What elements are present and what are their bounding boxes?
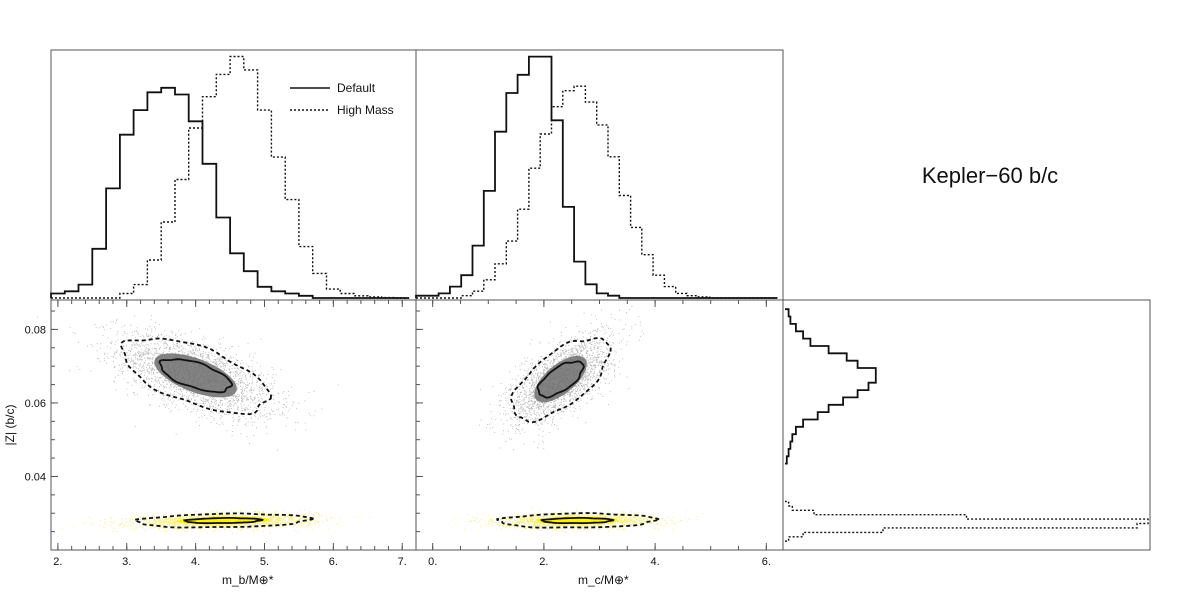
- hist-mc-high-mass: [416, 85, 778, 299]
- y-ticks-label: 0.04: [25, 471, 46, 483]
- legend-label-high-mass: High Mass: [337, 103, 394, 117]
- x-axis-label-mb: m_b/M⊕*: [222, 573, 274, 587]
- frame-right: [782, 299, 1151, 551]
- x-ticks-mc: 0. 2. 4. 6.: [428, 300, 771, 568]
- y-ticks-mc: [416, 310, 423, 551]
- cloud-mb-default-contour-68: [158, 358, 234, 394]
- x-ticks-mb: 2. 3. 4. 5. 6. 7.: [53, 300, 407, 568]
- panel-bottom-left: 2. 3. 4. 5. 6. 7. 0.04 0.06 0.08: [25, 299, 417, 568]
- frame-top-middle: [415, 49, 784, 301]
- hist-mb-default: [50, 86, 410, 299]
- cloud-mb-high-mass-contour-95: [133, 512, 315, 529]
- legend: Default High Mass: [290, 81, 394, 117]
- y-ticks-label: 0.08: [25, 324, 46, 336]
- legend-label-default: Default: [337, 81, 376, 95]
- hist-z-high-mass: [785, 500, 1149, 542]
- panel-right: [782, 299, 1151, 551]
- x-ticks-mc-label: 2.: [539, 556, 548, 568]
- x-ticks-mb-label: 4.: [191, 556, 200, 568]
- x-ticks-mb-label: 7.: [398, 556, 407, 568]
- cloud-mc-default-core: [534, 355, 587, 403]
- x-ticks-mb-label: 5.: [260, 556, 269, 568]
- cloud-mc-default-contour-68: [536, 360, 585, 399]
- panel-bottom-middle: 0. 2. 4. 6.: [415, 299, 784, 568]
- hist-mc-default: [415, 55, 778, 299]
- cloud-mc-high-mass-scatter: [451, 506, 704, 533]
- cloud-mb-default-contour-95: [120, 337, 272, 416]
- y-axis-label: |Z| (b/c): [3, 405, 17, 446]
- cloud-mc-high-mass-contour-95: [496, 512, 660, 529]
- figure-title: Kepler−60 b/c: [922, 163, 1058, 188]
- hist-mb-high-mass: [51, 55, 410, 299]
- hist-z-default: [785, 308, 877, 465]
- cloud-mb-high-mass-contour-68: [183, 517, 264, 525]
- x-ticks-mc-label: 0.: [428, 556, 437, 568]
- cloud-mc-default-contour-95: [510, 336, 612, 424]
- panel-top-middle: [415, 49, 784, 301]
- x-ticks-mb-label: 3.: [122, 556, 131, 568]
- x-axis-label-mc: m_c/M⊕*: [578, 573, 629, 587]
- x-ticks-mc-label: 4.: [651, 556, 660, 568]
- cloud-mc-high-mass-points: [451, 506, 704, 533]
- y-ticks: 0.04 0.06 0.08: [25, 310, 58, 551]
- x-ticks-mb-label: 2.: [53, 556, 62, 568]
- cloud-mc-high-mass-contour-68: [540, 517, 615, 524]
- frame-bottom-middle: [415, 299, 784, 551]
- cloud-mb-default-core: [154, 353, 237, 398]
- x-ticks-mc-label: 6.: [762, 556, 771, 568]
- y-ticks-label: 0.06: [25, 398, 46, 410]
- x-ticks-mb-label: 6.: [329, 556, 338, 568]
